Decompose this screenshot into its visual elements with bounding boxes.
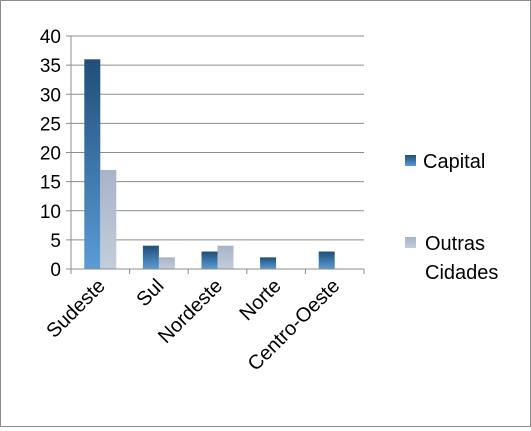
y-tick-label: 20	[40, 144, 61, 165]
legend-swatch-capital	[405, 155, 416, 166]
bar-outras-cidades-sul	[158, 257, 175, 269]
axes	[66, 35, 365, 274]
bar-capital-nordeste	[201, 251, 218, 269]
y-tick-label: 10	[40, 202, 61, 223]
x-category-label: Sudeste	[42, 275, 109, 342]
y-axis-labels: 0 5 10 15 20 25 30 35 40	[40, 27, 61, 281]
bar-outras-cidades-sudeste	[100, 169, 117, 269]
legend: Capital Outras Cidades	[405, 151, 498, 284]
y-tick-label: 35	[40, 56, 61, 77]
legend-label-outras-line1: Outras	[425, 233, 485, 255]
y-tick-label: 5	[50, 231, 61, 252]
y-tick-label: 15	[40, 173, 61, 194]
bar-capital-centro-oeste	[318, 251, 335, 269]
gridlines	[71, 35, 364, 241]
legend-label-capital: Capital	[423, 151, 485, 173]
legend-swatch-outras-cidades	[405, 237, 416, 248]
y-tick-label: 0	[50, 260, 61, 281]
bar-capital-norte	[260, 257, 277, 269]
x-category-label: Nordeste	[154, 275, 227, 348]
y-tick-label: 30	[40, 85, 61, 106]
bars	[84, 59, 335, 269]
y-tick-label: 40	[40, 27, 61, 48]
legend-label-outras-line2: Cidades	[425, 262, 498, 284]
bar-capital-sudeste	[84, 59, 101, 269]
bar-capital-sul	[142, 245, 159, 269]
x-category-label: Norte	[235, 275, 285, 325]
x-category-label: Sul	[132, 275, 168, 311]
y-tick-label: 25	[40, 114, 61, 135]
bar-outras-cidades-nordeste	[217, 245, 234, 269]
